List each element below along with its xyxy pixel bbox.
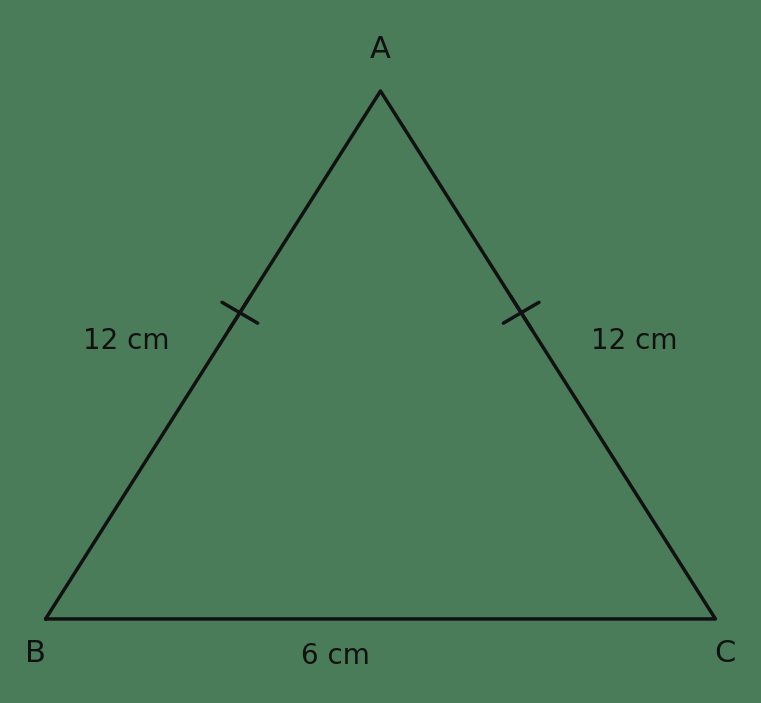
Text: 6 cm: 6 cm xyxy=(301,642,370,670)
Text: B: B xyxy=(25,639,46,668)
Text: C: C xyxy=(715,639,736,668)
Text: 12 cm: 12 cm xyxy=(83,327,170,355)
Text: 12 cm: 12 cm xyxy=(591,327,678,355)
Text: A: A xyxy=(370,35,391,64)
